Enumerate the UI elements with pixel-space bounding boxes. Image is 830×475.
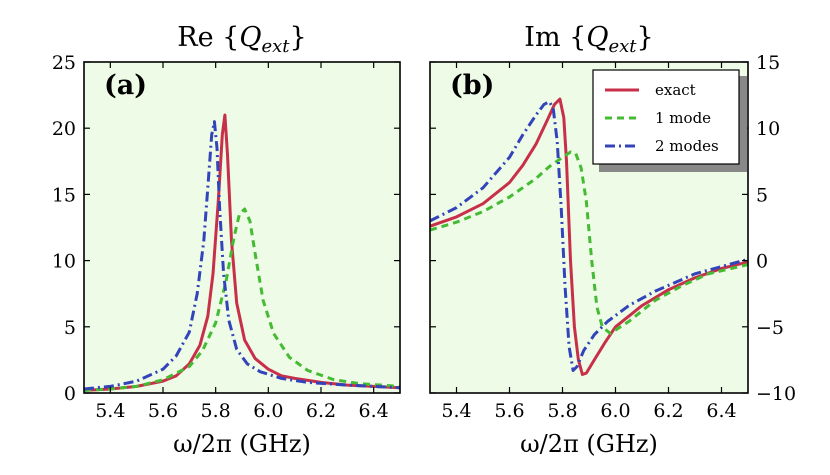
legend-label-exact: exact <box>655 81 696 99</box>
y-tick-label: −5 <box>756 317 784 339</box>
series-line-1-mode <box>83 207 401 392</box>
legend-label-2-modes: 2 modes <box>655 137 719 155</box>
y-tick-label: 15 <box>756 52 780 74</box>
series-line-exact <box>429 97 749 376</box>
x-tick-label: 5.6 <box>494 400 524 422</box>
plot-frame-a <box>83 61 401 394</box>
x-tick-label: 5.6 <box>148 400 178 422</box>
y-tick-label: 5 <box>64 317 76 339</box>
x-tick-label: 5.4 <box>95 400 125 422</box>
y-tick-label: 25 <box>52 52 76 74</box>
legend: exact 1 mode 2 modes <box>592 69 747 172</box>
chart-title-a: Re {Qext} <box>177 22 306 57</box>
series-line-exact <box>83 113 401 392</box>
chart-title-b: Im {Qext} <box>524 22 653 57</box>
y-tick-label: 0 <box>756 251 768 273</box>
y-tick-label: −10 <box>756 383 796 405</box>
panel-b: 5.4 5.6 5.8 6.0 6.2 6.4 −10 −5 0 5 10 15 (b) Im {Qe… <box>429 22 796 458</box>
y-tick-label: 15 <box>52 184 76 206</box>
x-tick-label: 6.0 <box>600 400 630 422</box>
x-tick-label: 6.4 <box>706 400 736 422</box>
y-tick-label: 20 <box>52 118 76 140</box>
x-tick-label: 6.4 <box>359 400 389 422</box>
x-tick-label: 5.4 <box>441 400 471 422</box>
y-tick-label: 10 <box>52 251 76 273</box>
plot-frame-b <box>429 61 749 394</box>
panel-label-a: (a) <box>104 70 147 101</box>
x-tick-label: 6.2 <box>306 400 336 422</box>
x-tick-label: 5.8 <box>201 400 231 422</box>
x-tick-label: 6.2 <box>653 400 683 422</box>
legend-label-1-mode: 1 mode <box>655 109 711 127</box>
plot-area-a <box>84 62 400 393</box>
panel-a: 5.4 5.6 5.8 6.0 6.2 6.4 0 5 10 15 20 25 (a) Re {Qex… <box>52 22 401 458</box>
y-tick-label: 0 <box>64 383 76 405</box>
x-tick-label: 5.8 <box>547 400 577 422</box>
y-tick-label: 5 <box>756 184 768 206</box>
x-axis-label-a: ω/2π (GHz) <box>173 430 311 458</box>
y-tick-label: 10 <box>756 118 780 140</box>
x-tick-label: 6.0 <box>253 400 283 422</box>
series-line-2-modes <box>83 120 401 391</box>
x-axis-label-b: ω/2π (GHz) <box>520 430 658 458</box>
panel-label-b: (b) <box>450 70 494 101</box>
